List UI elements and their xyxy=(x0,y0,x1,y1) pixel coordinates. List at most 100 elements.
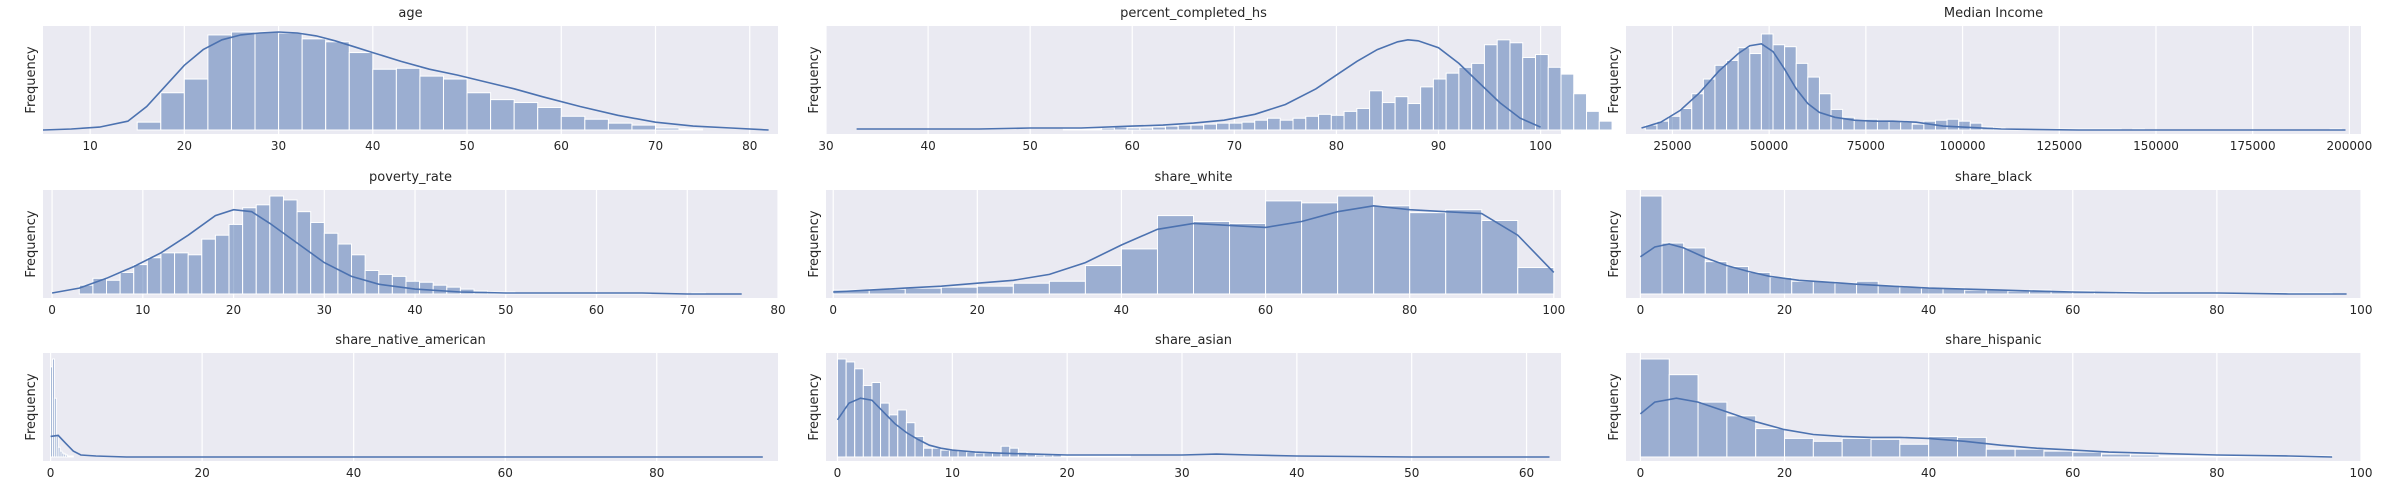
histogram-bar xyxy=(325,41,350,131)
histogram-bar xyxy=(1888,120,1902,131)
chart-title: percent_completed_hs xyxy=(1120,6,1267,21)
chart-title: share_black xyxy=(1955,170,2033,185)
x-tick-label: 100 xyxy=(1529,139,1552,153)
x-tick-label: 175000 xyxy=(2230,139,2276,153)
histogram-bar xyxy=(1522,56,1536,131)
y-axis-label: Frequency xyxy=(807,373,822,440)
x-tick-label: 60 xyxy=(1125,139,1140,153)
histogram-bar xyxy=(966,451,976,458)
histogram-bar xyxy=(1683,247,1706,295)
histogram-bar xyxy=(2043,450,2074,458)
x-tick-label: 100 xyxy=(1542,303,1565,317)
histogram-bar xyxy=(1120,248,1158,295)
chart-title: share_native_american xyxy=(335,333,486,348)
histogram-bar xyxy=(1830,108,1844,131)
x-tick-label: 60 xyxy=(2065,303,2080,317)
histogram-bar xyxy=(931,447,942,458)
histogram-bar xyxy=(2014,448,2045,458)
histogram-bar xyxy=(1517,267,1555,295)
panel-percent-completed-hs: percent_completed_hs Frequency 30 40 50 60 70 8… xyxy=(807,6,1613,153)
histogram-bar xyxy=(1084,265,1122,295)
x-tick-label: 40 xyxy=(365,139,380,153)
histogram-bar xyxy=(1241,121,1256,131)
x-tick-label: 200000 xyxy=(2326,139,2372,153)
x-tick-label: 100 xyxy=(2350,466,2373,480)
panel-median-income: Median Income Frequency 25000 50000 75000 100… xyxy=(1607,6,2372,153)
histogram-bar xyxy=(940,286,978,295)
histogram-bar xyxy=(1215,122,1230,131)
chart-title: poverty_rate xyxy=(369,170,452,185)
histogram-bar xyxy=(1035,454,1045,458)
histogram-bar xyxy=(70,455,74,458)
histogram-bar xyxy=(560,115,586,131)
x-tick-label: 50 xyxy=(459,139,474,153)
histogram-bar xyxy=(187,254,203,295)
y-axis-label: Frequency xyxy=(24,210,39,277)
x-tick-label: 80 xyxy=(1402,303,1417,317)
x-tick-label: 50 xyxy=(1404,466,1419,480)
histogram-bar xyxy=(1471,62,1485,131)
histogram-bar xyxy=(1853,119,1867,131)
histogram-bar xyxy=(133,264,148,295)
x-tick-label: 40 xyxy=(1114,303,1129,317)
histogram-bar xyxy=(904,287,942,295)
panel-share-hispanic: share_hispanic Frequency 0 20 40 60 80 100 xyxy=(1607,333,2372,480)
histogram-bar xyxy=(419,281,434,295)
histogram-bar xyxy=(1420,86,1434,131)
histogram-bar xyxy=(2158,455,2189,458)
histogram-bar xyxy=(1481,220,1519,295)
histogram-bar xyxy=(1737,47,1751,131)
x-tick-label: 10 xyxy=(82,139,97,153)
x-tick-label: 60 xyxy=(554,139,569,153)
histogram-bar xyxy=(174,252,189,295)
histogram-bar xyxy=(1445,72,1460,131)
x-tick-label: 20 xyxy=(194,466,209,480)
y-axis-label: Frequency xyxy=(1607,210,1622,277)
histogram-bar xyxy=(1870,438,1901,458)
x-tick-label: 80 xyxy=(1329,139,1344,153)
histogram-bar xyxy=(1267,117,1281,131)
histogram-bar xyxy=(1337,195,1375,295)
x-tick-label: 0 xyxy=(47,466,55,480)
histogram-bar xyxy=(1177,124,1192,131)
histogram-bar xyxy=(1012,282,1050,295)
histogram-bar xyxy=(854,368,864,458)
x-tick-label: 0 xyxy=(48,303,56,317)
histogram-bar xyxy=(1560,73,1575,131)
histogram-bar xyxy=(442,78,468,131)
x-tick-label: 20 xyxy=(177,139,192,153)
x-tick-label: 10 xyxy=(135,303,150,317)
histogram-bar xyxy=(351,254,366,295)
histogram-bar xyxy=(1318,113,1332,131)
x-tick-label: 60 xyxy=(589,303,604,317)
histogram-bar xyxy=(1062,128,1077,131)
histogram-bar xyxy=(2187,455,2218,458)
x-tick-label: 40 xyxy=(1921,466,1936,480)
histogram-bar xyxy=(1784,46,1797,131)
x-tick-label: 70 xyxy=(648,139,663,153)
x-tick-label: 125000 xyxy=(2036,139,2082,153)
x-tick-label: 150000 xyxy=(2133,139,2179,153)
histogram-bar xyxy=(301,38,327,131)
histogram-bar xyxy=(278,32,303,131)
histogram-bar xyxy=(871,382,882,458)
histogram-bar xyxy=(1156,215,1194,295)
histogram-bar xyxy=(1409,212,1447,295)
x-tick-label: 20 xyxy=(226,303,241,317)
panel-share-white: share_white Frequency 0 20 40 60 80 100 xyxy=(807,170,1565,317)
histogram-bar xyxy=(78,284,94,295)
histogram-bar xyxy=(106,279,121,295)
histogram-bar xyxy=(242,207,257,295)
histogram-bar xyxy=(1772,44,1786,131)
histogram-bar xyxy=(1714,64,1728,131)
histogram-bar xyxy=(269,195,284,295)
histogram-bar xyxy=(201,238,216,295)
histogram-bar xyxy=(1958,120,1971,131)
x-tick-label: 100000 xyxy=(1940,139,1986,153)
histogram-bar xyxy=(1769,276,1793,295)
x-tick-label: 60 xyxy=(498,466,513,480)
x-tick-label: 40 xyxy=(920,139,935,153)
histogram-bar xyxy=(1356,107,1371,131)
histogram-bar xyxy=(1193,220,1231,295)
